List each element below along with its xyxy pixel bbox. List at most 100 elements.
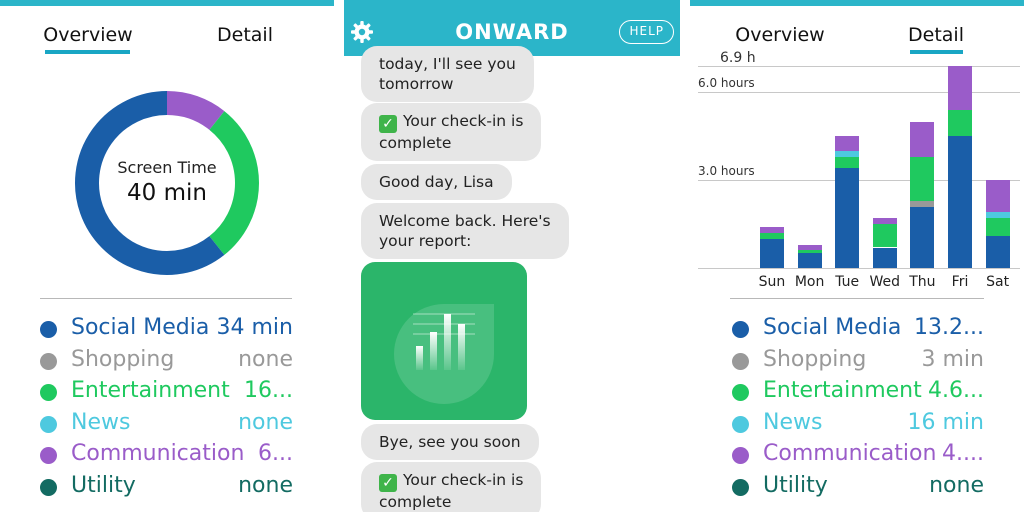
bar-mon-social-media: [797, 253, 822, 268]
message-text: Good day, Lisa: [379, 173, 494, 191]
legend-label: News: [71, 410, 131, 435]
tab-detail[interactable]: Detail: [908, 24, 964, 46]
message-text: Welcome back. Here's your report:: [379, 212, 551, 250]
tab-detail[interactable]: Detail: [217, 24, 273, 46]
legend-dot-icon: [732, 384, 749, 401]
bar-mon-communication: [797, 244, 822, 251]
bar-tue-social-media: [835, 168, 860, 268]
legend-item: Utility none: [732, 473, 984, 501]
bar-wed-social-media: [872, 247, 897, 268]
chat-message: today, I'll see you tomorrow: [361, 46, 534, 102]
x-axis-line: [698, 268, 1020, 269]
legend-dot-icon: [732, 353, 749, 370]
report-card[interactable]: [361, 262, 527, 420]
chat-message: Welcome back. Here's your report:: [361, 203, 569, 259]
bar-sat-social-media: [985, 235, 1010, 268]
checkmark-icon: ✓: [379, 474, 397, 492]
legend-value: 13.2...: [914, 315, 984, 340]
x-tick-label: Mon: [794, 274, 825, 290]
legend-item: Shopping 3 min: [732, 347, 984, 375]
legend-label: Utility: [763, 473, 828, 498]
daily-usage-chart: 6.9 h 6.0 hours 3.0 hours Sun Mon Tue Wed Thu Fr…: [690, 50, 1024, 300]
message-text: Bye, see you soon: [379, 433, 521, 451]
legend-value: 6...: [258, 441, 293, 466]
x-tick-label: Tue: [835, 274, 860, 290]
legend-item: News 16 min: [732, 410, 984, 438]
donut-slice-entertainment: [209, 111, 259, 255]
x-tick-label: Sun: [758, 274, 786, 290]
legend-dot-icon: [40, 447, 57, 464]
app-logo: ONWARD: [455, 20, 569, 44]
status-bar: [344, 0, 680, 8]
bar-tue-communication: [835, 136, 860, 151]
legend-value: none: [238, 473, 293, 498]
legend-value: none: [238, 410, 293, 435]
bar-sun-communication: [760, 227, 784, 233]
bar-mon-entertainment: [797, 250, 822, 254]
bar-thu-social-media: [910, 206, 935, 268]
legend-dot-icon: [40, 353, 57, 370]
legend-label: Shopping: [71, 347, 175, 372]
bar-fri-social-media: [948, 136, 972, 268]
legend-value: 16 min: [907, 410, 984, 435]
legend-item: News none: [40, 410, 293, 438]
help-button[interactable]: HELP: [619, 20, 674, 44]
message-text: Your check-in is complete: [379, 112, 524, 152]
legend-dot-icon: [40, 479, 57, 496]
legend-dot-icon: [40, 416, 57, 433]
overview-screen: Overview Detail Screen Time 40 min Socia…: [0, 0, 334, 512]
legend-value: 4.6...: [928, 378, 984, 403]
legend-dot-icon: [732, 321, 749, 338]
gear-icon[interactable]: [350, 20, 374, 44]
legend-item: Entertainment 16...: [40, 378, 293, 406]
chat-message: Bye, see you soon: [361, 424, 539, 460]
x-tick-label: Sat: [986, 274, 1010, 290]
divider: [730, 298, 984, 299]
legend-value: 34 min: [216, 315, 293, 340]
chat-message: ✓ Your check-in is complete: [361, 103, 542, 161]
bar-fri-communication: [948, 66, 972, 110]
bar-chart-icon: [394, 304, 494, 404]
legend-label: Communication: [71, 441, 245, 466]
donut-slice-communication: [166, 91, 225, 131]
message-text: Your check-in is complete: [379, 471, 524, 511]
legend-item: Entertainment 4.6...: [732, 378, 984, 406]
legend-dot-icon: [40, 384, 57, 401]
checkmark-icon: ✓: [379, 115, 397, 133]
legend-item: Social Media 34 min: [40, 315, 293, 343]
x-tick-label: Fri: [951, 274, 969, 290]
legend-dot-icon: [732, 479, 749, 496]
bar-fri-entertainment: [948, 109, 972, 137]
screen-time-donut: [75, 91, 259, 275]
legend-value: 16...: [244, 378, 293, 403]
legend-label: Entertainment: [71, 378, 230, 403]
bar-sat-entertainment: [985, 218, 1010, 236]
bar-tue-news: [835, 150, 860, 157]
bar-sun-social-media: [760, 238, 784, 268]
tab-overview[interactable]: Overview: [43, 24, 133, 46]
bar-sun-entertainment: [760, 232, 784, 239]
tab-overview[interactable]: Overview: [735, 24, 825, 46]
donut-slice-social-media: [75, 91, 225, 275]
legend-dot-icon: [732, 447, 749, 464]
divider: [40, 298, 292, 299]
gridline-label: 3.0 hours: [698, 164, 755, 179]
bar-sat-news: [985, 212, 1010, 219]
legend-value: 4....: [942, 441, 984, 466]
legend-label: Social Media: [71, 315, 210, 340]
gridline: [698, 66, 1020, 67]
bar-wed-entertainment: [872, 224, 897, 248]
donut-title: Screen Time: [117, 158, 217, 177]
donut-total: 40 min: [127, 180, 207, 206]
legend-value: none: [929, 473, 984, 498]
legend-label: Shopping: [763, 347, 867, 372]
legend-item: Social Media 13.2...: [732, 315, 984, 343]
chat-screen: ONWARD HELP today, I'll see you tomorrow…: [344, 0, 680, 512]
detail-screen: Overview Detail 6.9 h 6.0 hours 3.0 hours S…: [690, 0, 1024, 512]
legend-dot-icon: [40, 321, 57, 338]
bar-sat-communication: [985, 180, 1010, 213]
legend-item: Communication 6...: [40, 441, 293, 469]
legend-item: Shopping none: [40, 347, 293, 375]
gridline: [698, 92, 1020, 94]
message-text: today, I'll see you tomorrow: [379, 55, 516, 93]
